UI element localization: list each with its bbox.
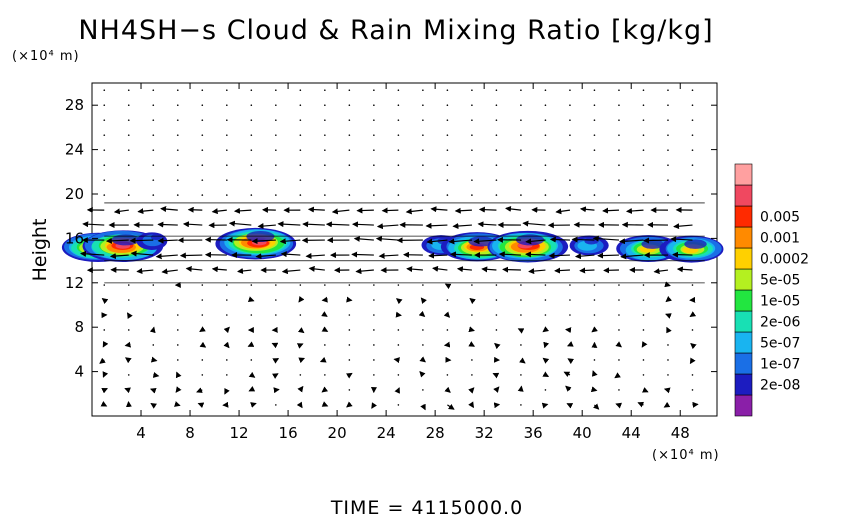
colorbar-swatch (734, 394, 753, 417)
y-axis: 4 8 12 16 20 24 28 (65, 96, 717, 381)
y-tick-label: 12 (65, 274, 84, 292)
y-tick-label: 8 (74, 318, 84, 336)
y-tick-label: 16 (65, 229, 84, 247)
colorbar-swatch (734, 205, 753, 228)
x-tick-label: 12 (230, 424, 249, 442)
colorbar-label: 1e-05 (760, 294, 800, 310)
y-tick-label: 20 (65, 185, 84, 203)
cloud-cell (487, 230, 569, 263)
x-tick-label: 40 (573, 424, 592, 442)
x-tick-label: 20 (328, 424, 347, 442)
colorbar-label: 5e-07 (760, 336, 800, 352)
y-axis-label: Height (29, 219, 51, 282)
colorbar-swatch (734, 163, 753, 186)
x-tick-label: 16 (279, 424, 298, 442)
colorbar-swatch (734, 373, 753, 396)
cloud-cells (61, 227, 724, 263)
wind-vectors (80, 89, 705, 411)
plot-area (61, 82, 724, 417)
colorbar-label: 0.005 (760, 210, 800, 226)
time-label: TIME = 4115000.0 (330, 497, 523, 519)
x-tick-label: 44 (622, 424, 641, 442)
y-axis-unit: (×10⁴ m) (12, 49, 80, 64)
colorbar-swatch (734, 247, 753, 270)
x-axis: 4 8 12 16 20 24 28 32 36 40 44 48 (136, 83, 690, 442)
colorbar-label: 2e-08 (760, 378, 800, 394)
colorbar-swatch (734, 289, 753, 312)
y-tick-label: 24 (65, 141, 84, 159)
x-axis-unit: (×10⁴ m) (652, 448, 720, 463)
x-tick-label: 36 (524, 424, 543, 442)
y-tick-label: 4 (74, 363, 84, 381)
x-tick-label: 24 (377, 424, 396, 442)
x-tick-label: 28 (426, 424, 445, 442)
x-tick-label: 32 (475, 424, 494, 442)
colorbar-legend: 2e-08 1e-07 5e-07 2e-06 1e-05 5e-05 0.0002 0.00… (734, 163, 809, 417)
colorbar-swatch (734, 352, 753, 375)
y-tick-label: 28 (65, 96, 84, 114)
colorbar-swatch (734, 331, 753, 354)
colorbar-label: 2e-06 (760, 315, 800, 331)
colorbar-label: 0.0002 (760, 252, 809, 268)
colorbar-swatch (734, 184, 753, 207)
colorbar-label: 1e-07 (760, 357, 800, 373)
colorbar-swatch (734, 226, 753, 249)
cloud-cell (569, 235, 609, 256)
x-tick-label: 4 (136, 424, 146, 442)
colorbar-swatch (734, 268, 753, 291)
cloud-cell (215, 227, 297, 260)
x-tick-label: 48 (671, 424, 690, 442)
colorbar-swatch (734, 310, 753, 333)
colorbar-label: 0.001 (760, 231, 800, 247)
x-tick-label: 8 (185, 424, 195, 442)
chart-title: NH4SH−s Cloud & Rain Mixing Ratio [kg/kg… (78, 15, 713, 46)
colorbar-label: 5e-05 (760, 273, 800, 289)
